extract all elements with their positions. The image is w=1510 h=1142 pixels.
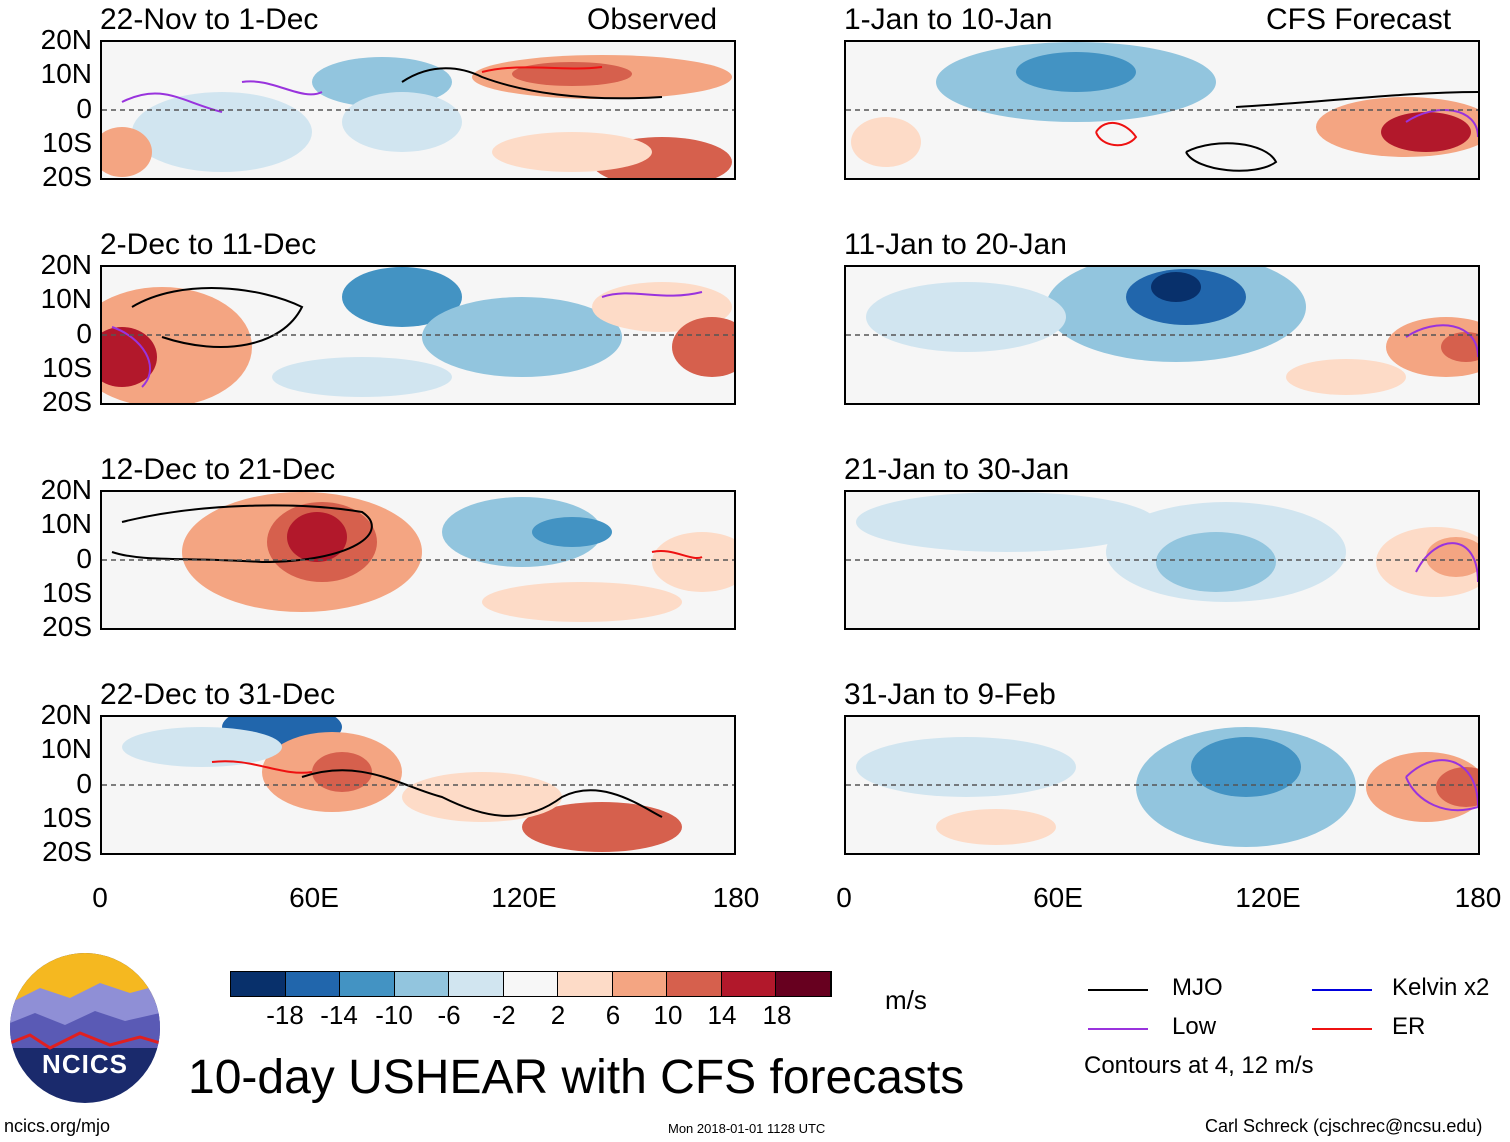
lon-label: 120E bbox=[491, 882, 557, 913]
legend-line-mjo bbox=[1088, 989, 1148, 991]
colorbar bbox=[230, 971, 832, 997]
legend-label-kelvin: Kelvin x2 bbox=[1392, 974, 1490, 1001]
legend-line-kelvin bbox=[1312, 989, 1372, 991]
shear-field bbox=[102, 492, 734, 622]
map-panel-6 bbox=[844, 490, 1480, 630]
colorbar-label: 2 bbox=[550, 1000, 566, 1030]
lat-label: 20S bbox=[42, 161, 92, 192]
shear-field bbox=[846, 727, 1478, 847]
colorbar-label: 18 bbox=[762, 1000, 792, 1030]
shear-field bbox=[846, 42, 1478, 172]
panel-title: 12-Dec to 21-Dec bbox=[100, 453, 336, 486]
lat-label: 20N bbox=[40, 474, 92, 505]
map-panel-3 bbox=[100, 265, 736, 405]
lat-label: 10S bbox=[42, 802, 92, 833]
lat-label: 20N bbox=[40, 249, 92, 280]
shear-field bbox=[102, 267, 734, 403]
footer-link[interactable]: ncics.org/mjo bbox=[4, 1116, 111, 1136]
colorbar-unit: m/s bbox=[885, 985, 927, 1015]
colorbar-swatch bbox=[394, 972, 450, 996]
lon-label: 60E bbox=[1033, 882, 1083, 913]
shear-field bbox=[846, 267, 1478, 395]
lat-label: 10S bbox=[42, 352, 92, 383]
legend-label-er: ER bbox=[1392, 1013, 1426, 1040]
colorbar-swatch bbox=[721, 972, 777, 996]
legend-line-er bbox=[1312, 1028, 1372, 1030]
lat-label: 10N bbox=[40, 733, 92, 764]
colorbar-swatch bbox=[231, 972, 286, 996]
colorbar-swatch bbox=[340, 972, 395, 996]
colorbar-swatch bbox=[667, 972, 722, 996]
colorbar-label: -2 bbox=[492, 1000, 516, 1030]
panel-title: 11-Jan to 20-Jan bbox=[844, 228, 1067, 261]
lat-label: 20N bbox=[40, 699, 92, 730]
map-panel-7 bbox=[100, 715, 736, 855]
colorbar-swatch bbox=[558, 972, 613, 996]
colorbar-label: -18 bbox=[266, 1000, 304, 1030]
legend-note: Contours at 4, 12 m/s bbox=[1084, 1052, 1314, 1079]
colorbar-swatch bbox=[285, 972, 341, 996]
lat-label: 20S bbox=[42, 611, 92, 642]
lat-label: 20N bbox=[40, 24, 92, 55]
legend-line-low bbox=[1088, 1028, 1148, 1030]
legend-label-mjo: MJO bbox=[1172, 974, 1223, 1001]
lon-label: 0 bbox=[92, 882, 108, 913]
lat-label: 20S bbox=[42, 386, 92, 417]
footer-credit: Carl Schreck (cjschrec@ncsu.edu) bbox=[1205, 1116, 1483, 1136]
lat-label: 0 bbox=[76, 93, 92, 124]
lon-label: 60E bbox=[289, 882, 339, 913]
lat-label: 0 bbox=[76, 318, 92, 349]
lat-label: 0 bbox=[76, 768, 92, 799]
lat-label: 10N bbox=[40, 58, 92, 89]
panel-tag: CFS Forecast bbox=[1266, 3, 1452, 36]
shear-field bbox=[102, 55, 734, 178]
footer-timestamp: Mon 2018-01-01 1128 UTC bbox=[668, 1121, 826, 1136]
map-panel-1 bbox=[100, 40, 736, 180]
map-panel-4 bbox=[844, 265, 1480, 405]
colorbar-label: 6 bbox=[605, 1000, 621, 1030]
colorbar-label: -14 bbox=[320, 1000, 358, 1030]
colorbar-label: 14 bbox=[707, 1000, 737, 1030]
lon-label: 120E bbox=[1235, 882, 1301, 913]
colorbar-swatch bbox=[776, 972, 831, 996]
lat-label: 0 bbox=[76, 543, 92, 574]
logo-text: NCICS bbox=[42, 1049, 128, 1079]
panel-title: 31-Jan to 9-Feb bbox=[844, 678, 1056, 711]
lon-label: 180 bbox=[712, 882, 760, 913]
shear-field bbox=[846, 492, 1478, 602]
figure-title: 10-day USHEAR with CFS forecasts bbox=[188, 1051, 965, 1104]
lon-label: 180 bbox=[1454, 882, 1502, 913]
map-panel-8 bbox=[844, 715, 1480, 855]
legend-label-low: Low bbox=[1172, 1013, 1217, 1040]
lat-label: 10N bbox=[40, 283, 92, 314]
ncics-logo[interactable]: NCICS bbox=[10, 953, 160, 1103]
panel-title: 22-Nov to 1-Dec bbox=[100, 3, 319, 36]
mountain-sun-icon bbox=[10, 953, 160, 1050]
lon-label: 0 bbox=[836, 882, 852, 913]
map-panel-2 bbox=[844, 40, 1480, 180]
lat-label: 10N bbox=[40, 508, 92, 539]
panel-title: 2-Dec to 11-Dec bbox=[100, 228, 317, 261]
panel-title: 22-Dec to 31-Dec bbox=[100, 678, 336, 711]
colorbar-swatch bbox=[503, 972, 559, 996]
lat-label: 10S bbox=[42, 577, 92, 608]
colorbar-label: 10 bbox=[653, 1000, 683, 1030]
panel-tag: Observed bbox=[587, 3, 718, 36]
lat-label: 20S bbox=[42, 836, 92, 867]
panel-title: 21-Jan to 30-Jan bbox=[844, 453, 1070, 486]
colorbar-label: -6 bbox=[437, 1000, 461, 1030]
colorbar-swatch bbox=[612, 972, 668, 996]
map-panel-5 bbox=[100, 490, 736, 630]
panel-title: 1-Jan to 10-Jan bbox=[844, 3, 1053, 36]
colorbar-swatch bbox=[449, 972, 504, 996]
shear-field bbox=[102, 717, 734, 852]
colorbar-label: -10 bbox=[375, 1000, 413, 1030]
lat-label: 10S bbox=[42, 127, 92, 158]
